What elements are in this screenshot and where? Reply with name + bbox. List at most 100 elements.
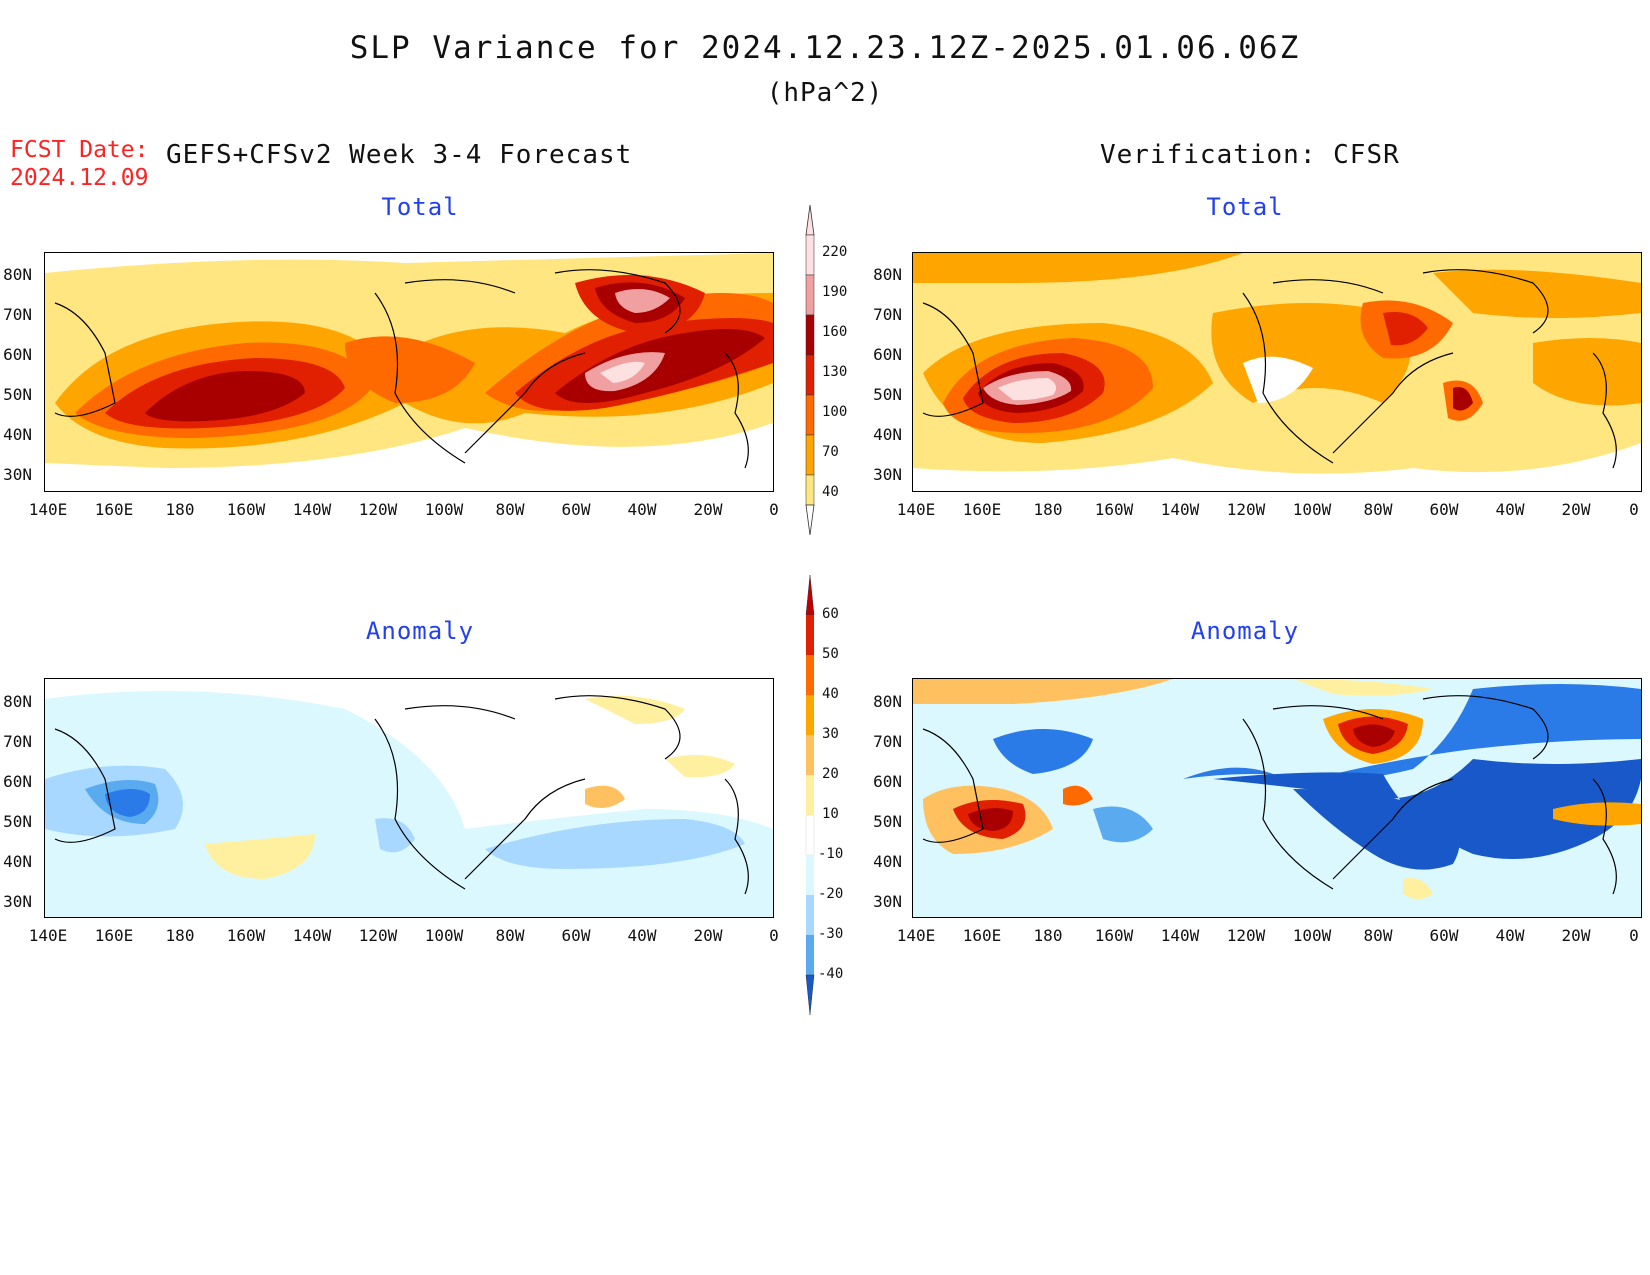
lon-tick-label: 120W [1226, 926, 1266, 945]
lon-tick-label: 160E [962, 926, 1002, 945]
lat-tick-label: 30N [873, 465, 902, 484]
fcst-date-value: 2024.12.09 [10, 165, 149, 191]
lat-tick-label: 50N [873, 812, 902, 831]
lat-tick-label: 70N [3, 732, 32, 751]
lon-tick-label: 160W [226, 926, 266, 945]
colorbar-anomaly [796, 574, 836, 1016]
lon-tick-label: 160W [1094, 926, 1134, 945]
colorbar-anomaly-label: -40 [818, 966, 844, 982]
lon-tick-label: 60W [1429, 500, 1459, 519]
lon-tick-label: 160E [94, 926, 134, 945]
lon-tick-label: 80W [495, 926, 525, 945]
panel-title-forecast-total: Total [381, 193, 459, 221]
lon-tick-label: 160E [962, 500, 1002, 519]
lon-tick-label: 0 [1629, 500, 1639, 519]
lat-tick-label: 80N [873, 265, 902, 284]
lon-tick-label: 60W [1429, 926, 1459, 945]
lon-tick-label: 160E [94, 500, 134, 519]
lat-tick-label: 60N [3, 345, 32, 364]
panel-title-verification-anomaly: Anomaly [1190, 617, 1300, 645]
colorbar-anomaly-label: 50 [822, 646, 839, 662]
lon-tick-label: 0 [769, 926, 779, 945]
lon-tick-label: 40W [1495, 926, 1525, 945]
colorbar-anomaly-label: 20 [822, 766, 839, 782]
lat-tick-label: 60N [873, 345, 902, 364]
colorbar-total-label: 190 [822, 284, 848, 300]
colorbar-total-label: 220 [822, 244, 848, 260]
lon-tick-label: 180 [165, 926, 195, 945]
colorbar-total-label: 40 [822, 484, 839, 500]
colorbar-anomaly-label: 10 [822, 806, 839, 822]
lon-tick-label: 160W [1094, 500, 1134, 519]
lon-tick-label: 120W [1226, 500, 1266, 519]
lon-tick-label: 140W [292, 500, 332, 519]
lon-tick-label: 60W [561, 500, 591, 519]
lon-tick-label: 120W [358, 926, 398, 945]
lat-tick-label: 80N [3, 265, 32, 284]
lon-tick-label: 100W [1292, 500, 1332, 519]
colorbar-anomaly-label: -20 [818, 886, 844, 902]
verification-column-label: Verification: CFSR [1100, 140, 1400, 170]
lon-tick-label: 80W [1363, 500, 1393, 519]
lat-tick-label: 40N [3, 425, 32, 444]
lon-tick-label: 100W [424, 926, 464, 945]
lon-tick-label: 140E [28, 500, 68, 519]
lat-tick-label: 70N [3, 305, 32, 324]
lon-tick-label: 40W [1495, 500, 1525, 519]
lon-tick-label: 160W [226, 500, 266, 519]
lat-tick-label: 40N [873, 852, 902, 871]
lon-tick-label: 180 [165, 500, 195, 519]
units-label: (hPa^2) [766, 78, 884, 108]
map-forecast-anomaly [44, 678, 774, 918]
lon-tick-label: 60W [561, 926, 591, 945]
lat-tick-label: 70N [873, 305, 902, 324]
lon-tick-label: 100W [424, 500, 464, 519]
map-verification-total [912, 252, 1642, 492]
fcst-date-label: FCST Date: [10, 137, 149, 163]
lat-tick-label: 30N [873, 892, 902, 911]
lat-tick-label: 80N [873, 692, 902, 711]
lat-tick-label: 40N [3, 852, 32, 871]
lon-tick-label: 0 [1629, 926, 1639, 945]
lon-tick-label: 140E [896, 926, 936, 945]
lon-tick-label: 0 [769, 500, 779, 519]
colorbar-total [796, 204, 836, 536]
panel-title-forecast-anomaly: Anomaly [365, 617, 475, 645]
lon-tick-label: 80W [1363, 926, 1393, 945]
colorbar-anomaly-label: 30 [822, 726, 839, 742]
lat-tick-label: 50N [3, 385, 32, 404]
lon-tick-label: 40W [627, 500, 657, 519]
colorbar-anomaly-label: -10 [818, 846, 844, 862]
map-verification-anomaly [912, 678, 1642, 918]
fcst-date-block: FCST Date: 2024.12.09 [10, 136, 148, 192]
colorbar-total-label: 70 [822, 444, 839, 460]
figure-title: SLP Variance for 2024.12.23.12Z-2025.01.… [349, 30, 1301, 66]
lon-tick-label: 140W [1160, 926, 1200, 945]
forecast-column-label: GEFS+CFSv2 Week 3-4 Forecast [166, 140, 633, 170]
lat-tick-label: 30N [3, 892, 32, 911]
lat-tick-label: 60N [873, 772, 902, 791]
colorbar-anomaly-label: 60 [822, 606, 839, 622]
lat-tick-label: 40N [873, 425, 902, 444]
colorbar-anomaly-label: -30 [818, 926, 844, 942]
lon-tick-label: 120W [358, 500, 398, 519]
lon-tick-label: 20W [1561, 500, 1591, 519]
lat-tick-label: 30N [3, 465, 32, 484]
lon-tick-label: 180 [1033, 500, 1063, 519]
colorbar-total-label: 160 [822, 324, 848, 340]
map-forecast-total [44, 252, 774, 492]
lon-tick-label: 20W [693, 926, 723, 945]
lon-tick-label: 100W [1292, 926, 1332, 945]
colorbar-total-label: 100 [822, 404, 848, 420]
lon-tick-label: 40W [627, 926, 657, 945]
lat-tick-label: 80N [3, 692, 32, 711]
lat-tick-label: 60N [3, 772, 32, 791]
lon-tick-label: 20W [1561, 926, 1591, 945]
lon-tick-label: 80W [495, 500, 525, 519]
panel-title-verification-total: Total [1206, 193, 1284, 221]
lat-tick-label: 50N [873, 385, 902, 404]
lon-tick-label: 20W [693, 500, 723, 519]
lon-tick-label: 140W [1160, 500, 1200, 519]
colorbar-anomaly-label: 40 [822, 686, 839, 702]
lon-tick-label: 180 [1033, 926, 1063, 945]
